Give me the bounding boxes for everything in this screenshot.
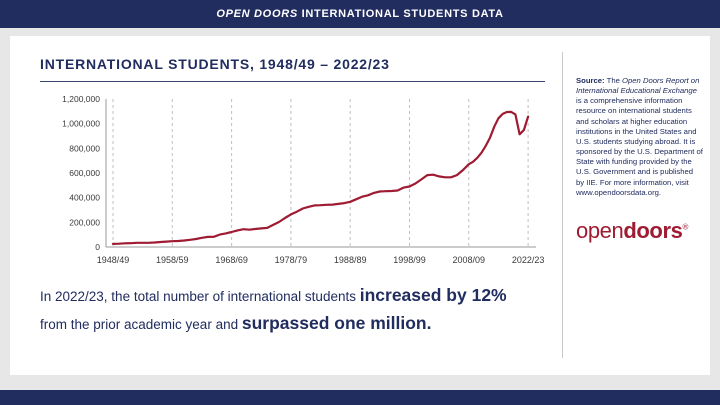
banner-brand-text: OPEN DOORS: [216, 8, 298, 20]
svg-text:1948/49: 1948/49: [97, 255, 130, 265]
svg-text:1998/99: 1998/99: [393, 255, 426, 265]
opendoors-logo: opendoors®: [576, 218, 703, 244]
chart-section: INTERNATIONAL STUDENTS, 1948/49 – 2022/2…: [40, 56, 555, 338]
chart-container: 1948/49 1958/59 1968/69 1978/79 1988/89 1998/…: [40, 87, 555, 274]
registered-mark-icon: ®: [682, 222, 688, 232]
caption: In 2022/23, the total number of internat…: [40, 282, 555, 338]
svg-text:1988/89: 1988/89: [334, 255, 367, 265]
source-note: Source: The Open Doors Report on Interna…: [576, 76, 703, 198]
caption-highlight-2: surpassed one million.: [241, 313, 432, 333]
vertical-divider: [562, 52, 563, 358]
logo-open-text: open: [576, 217, 624, 243]
svg-text:1,200,000: 1,200,000: [62, 94, 100, 104]
svg-text:800,000: 800,000: [69, 143, 100, 153]
logo-doors-text: doors: [623, 217, 683, 243]
banner-title-text: INTERNATIONAL STUDENTS DATA: [297, 8, 504, 20]
chart-title: INTERNATIONAL STUDENTS, 1948/49 – 2022/2…: [40, 56, 390, 72]
svg-text:1958/59: 1958/59: [156, 255, 189, 265]
line-chart: 1948/49 1958/59 1968/69 1978/79 1988/89 1998/…: [62, 94, 545, 265]
top-banner: OPEN DOORS INTERNATIONAL STUDENTS DATA: [0, 0, 720, 28]
bottom-strip: [0, 390, 720, 405]
source-body: is a comprehensive information resource …: [576, 96, 703, 197]
svg-text:1968/69: 1968/69: [215, 255, 248, 265]
caption-highlight-1: increased by 12%: [359, 285, 507, 305]
svg-text:2008/09: 2008/09: [453, 255, 486, 265]
content-card: INTERNATIONAL STUDENTS, 1948/49 – 2022/2…: [10, 36, 710, 375]
svg-text:2022/23: 2022/23: [512, 255, 545, 265]
svg-text:600,000: 600,000: [69, 168, 100, 178]
caption-seg1: In 2022/23, the total number of internat…: [40, 289, 360, 304]
source-report-name: Open Doors Report on International Educa…: [576, 76, 700, 96]
svg-text:0: 0: [95, 242, 100, 252]
svg-text:200,000: 200,000: [69, 217, 100, 227]
source-pre: The: [604, 76, 623, 85]
title-divider: [40, 81, 545, 82]
svg-text:400,000: 400,000: [69, 193, 100, 203]
source-label: Source:: [576, 76, 605, 85]
source-sidebar: Source: The Open Doors Report on Interna…: [576, 76, 703, 244]
svg-text:1,000,000: 1,000,000: [62, 119, 100, 129]
svg-text:1978/79: 1978/79: [275, 255, 308, 265]
caption-seg3: from the prior academic year and: [40, 317, 242, 332]
